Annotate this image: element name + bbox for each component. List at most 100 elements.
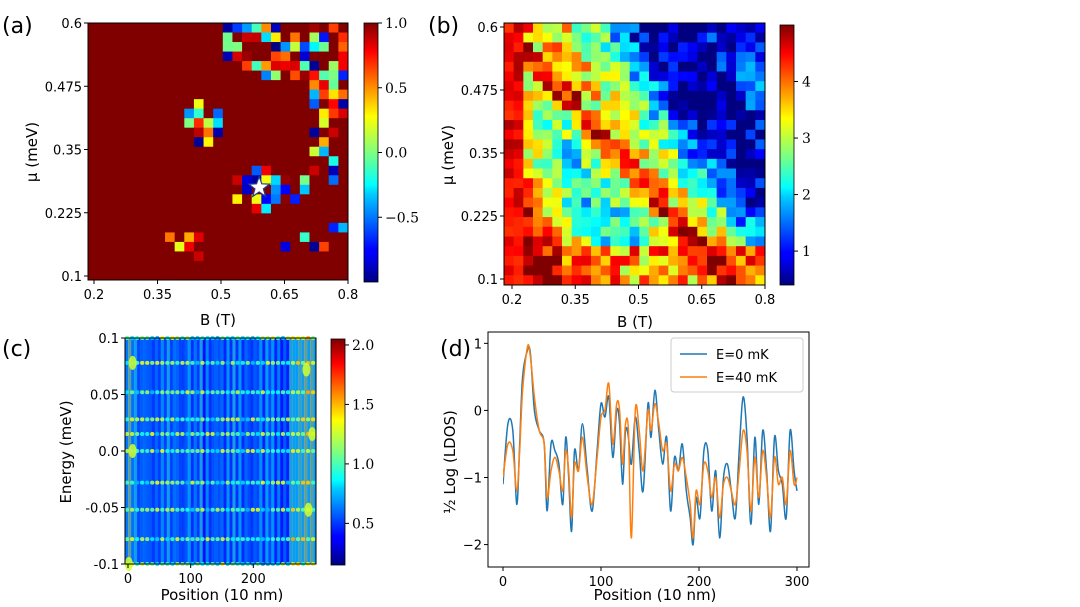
heatmap-cell [309, 222, 320, 233]
heatmap-cell [629, 187, 640, 199]
heatmap-cell [222, 251, 233, 262]
panel-b-colorbar-frame [779, 24, 795, 286]
heatmap-cell [620, 149, 631, 160]
heatmap-cell [697, 139, 708, 150]
heatmap-cell [165, 32, 176, 43]
heatmap-cell [309, 213, 320, 224]
heatmap-cell [629, 178, 640, 189]
energy-line-segment [240, 537, 245, 542]
heatmap-cell [591, 275, 602, 286]
heatmap-cell [299, 260, 310, 271]
heatmap-cell [552, 32, 563, 43]
panel-b-cbtick-label: 2 [802, 188, 811, 204]
heatmap-cell [745, 129, 756, 140]
heatmap-cell [562, 52, 573, 63]
heatmap-cell [232, 222, 243, 233]
energy-line-segment [190, 417, 195, 422]
heatmap-cell [581, 110, 592, 121]
heatmap-cell [755, 71, 766, 82]
heatmap-cell [552, 265, 563, 276]
heatmap-cell [155, 184, 166, 195]
heatmap-cell [242, 51, 253, 62]
heatmap-cell [97, 80, 108, 91]
heatmap-cell [620, 139, 631, 150]
heatmap-cell [542, 265, 553, 276]
heatmap-cell [145, 203, 156, 214]
heatmap-cell [232, 61, 243, 71]
energy-line-segment [275, 449, 281, 453]
heatmap-cell [213, 42, 224, 52]
energy-line-segment [230, 432, 235, 437]
heatmap-cell [203, 127, 214, 138]
heatmap-cell [88, 156, 99, 167]
heatmap-cell [97, 194, 108, 205]
heatmap-cell [280, 42, 291, 52]
heatmap-cell [668, 100, 679, 111]
heatmap-cell [116, 222, 127, 233]
heatmap-cell [571, 149, 582, 160]
energy-line-segment [240, 480, 245, 485]
heatmap-cell [338, 270, 349, 281]
heatmap-cell [716, 217, 727, 228]
heatmap-cell [755, 275, 766, 286]
heatmap-cell [533, 42, 544, 53]
energy-line-segment [150, 432, 155, 437]
heatmap-cell [184, 175, 195, 186]
ldos-peak [128, 444, 137, 458]
energy-line-segment [205, 507, 210, 512]
heatmap-cell [649, 71, 660, 82]
heatmap-cell [533, 217, 544, 228]
heatmap-cell [562, 226, 573, 237]
energy-line-segment [140, 507, 145, 512]
heatmap-cell [126, 241, 137, 252]
panel-d-xtick-label: 100 [589, 575, 614, 590]
heatmap-cell [620, 120, 631, 131]
heatmap-cell [629, 110, 640, 121]
heatmap-cell [678, 255, 689, 266]
heatmap-cell [222, 118, 233, 129]
energy-line-segment [150, 417, 155, 422]
heatmap-cell [242, 32, 253, 43]
heatmap-cell [165, 23, 176, 33]
heatmap-cell [649, 110, 660, 121]
heatmap-cell [251, 23, 262, 33]
heatmap-cell [232, 194, 243, 205]
heatmap-cell [687, 52, 698, 63]
heatmap-cell [126, 146, 137, 157]
heatmap-cell [193, 127, 204, 138]
heatmap-cell [280, 203, 291, 214]
heatmap-cell [687, 42, 698, 53]
heatmap-cell [213, 32, 224, 43]
ldos-peak [302, 362, 311, 377]
heatmap-cell [184, 241, 195, 252]
heatmap-cell [165, 175, 176, 186]
heatmap-cell [88, 213, 99, 224]
heatmap-cell [222, 108, 233, 119]
heatmap-cell [251, 80, 262, 91]
heatmap-cell [338, 137, 349, 148]
heatmap-cell [571, 197, 582, 208]
energy-line-segment [255, 537, 260, 542]
heatmap-cell [726, 71, 737, 82]
energy-line-segment [195, 537, 200, 542]
energy-line-segment [280, 507, 286, 512]
heatmap-cell [513, 81, 524, 92]
panel-d-xtick-label: 200 [687, 575, 712, 590]
panel-a-colorbar-ticks: 1.00.50.0−0.5 [378, 16, 419, 226]
heatmap-cell [649, 139, 660, 150]
energy-line-segment [205, 417, 210, 422]
heatmap-cell [222, 213, 233, 224]
heatmap-cell [126, 194, 137, 205]
heatmap-cell [668, 226, 679, 237]
heatmap-cell [155, 194, 166, 205]
heatmap-cell [591, 52, 602, 63]
energy-line-segment [300, 449, 306, 453]
heatmap-cell [203, 51, 214, 62]
heatmap-cell [290, 118, 301, 129]
heatmap-cell [213, 70, 224, 81]
heatmap-cell [649, 246, 660, 257]
heatmap-cell [193, 137, 204, 148]
heatmap-cell [88, 99, 99, 110]
energy-line-segment [215, 480, 220, 485]
